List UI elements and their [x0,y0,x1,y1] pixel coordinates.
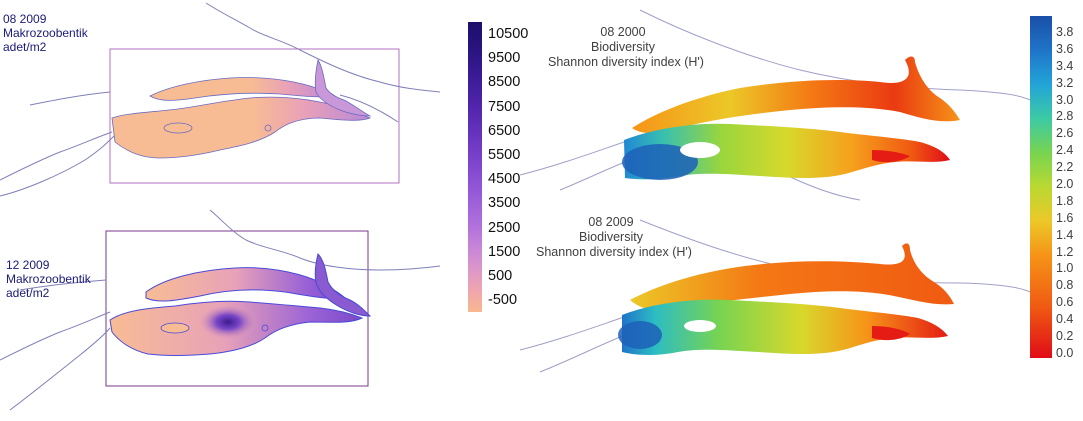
density-tick-label: 2500 [488,219,521,236]
diversity-tick-label: 1.8 [1056,193,1074,208]
diversity-tick-label: 3.0 [1056,92,1074,107]
density-tick-label: 7500 [488,98,521,115]
density-scale-bar [468,22,482,312]
density-scale-labels: 10500 9500 8500 7500 6500 5500 4500 3500 2500 150… [488,25,528,315]
density-tick-label: 3500 [488,195,521,212]
coastline [0,131,113,181]
panel-unit: adet/m2 [3,40,47,54]
diversity-map-2000 [519,9,1031,201]
density-tick-label: 9500 [488,50,521,67]
panel-date: 08 2000 [600,25,646,39]
panel-subject: Makrozoobentik [3,26,88,40]
panel-date: 08 2009 [588,215,634,229]
diversity-tick-label: 2.2 [1056,160,1074,175]
diversity-tick-label: 1.0 [1056,261,1074,276]
panel-title-2009: 08 2009 Biodiversity Shannon diversity i… [536,215,692,260]
diversity-tick-label: 3.6 [1056,41,1074,56]
panel-unit: adet/m2 [6,286,50,300]
panel-date: 08 2009 [3,12,47,26]
diversity-tick-label: 2.8 [1056,109,1074,124]
panel-label-aug-2009: 08 2009 Makrozoobentik adet/m2 [3,12,88,54]
density-tick-label: 10500 [488,26,529,42]
diversity-tick-label: 3.2 [1056,75,1074,90]
diversity-tick-label: 2.0 [1056,177,1074,192]
makrozoobentik-map-aug [0,2,441,197]
diversity-tick-label: 0.0 [1056,345,1074,360]
diversity-tick-label: 0.8 [1056,278,1074,293]
diversity-scale-labels: 3.8 3.6 3.4 3.2 3.0 2.8 2.6 2.4 2.2 2.0 1.8 1.6 1.4 1… [1056,26,1073,364]
panel-subject: Biodiversity [591,40,655,54]
diversity-tick-label: 2.6 [1056,126,1074,141]
panel-label-dec-2009: 12 2009 Makrozoobentik adet/m2 [6,258,91,300]
density-tick-label: 5500 [488,146,521,163]
panel-date: 12 2009 [6,258,50,272]
diversity-tick-label: 3.4 [1056,58,1074,73]
panel-title-2000: 08 2000 Biodiversity Shannon diversity i… [548,25,704,70]
diversity-tick-label: 1.6 [1056,210,1074,225]
map-frame [105,230,369,387]
diversity-tick-label: 1.2 [1056,244,1074,259]
density-tick-label: 4500 [488,171,521,188]
panel-subject: Makrozoobentik [6,272,91,286]
diversity-tick-label: 2.4 [1056,143,1074,158]
diversity-tick-label: 3.8 [1056,25,1074,39]
diversity-tick-label: 0.2 [1056,329,1074,344]
diversity-tick-label: 0.4 [1056,312,1074,327]
diversity-tick-label: 1.4 [1056,227,1074,242]
panel-index: Shannon diversity index (H') [548,55,704,69]
density-tick-label: 500 [488,267,513,284]
map-frame [109,48,400,184]
density-tick-label: 6500 [488,122,521,139]
diversity-tick-label: 0.6 [1056,295,1074,310]
makrozoobentik-map-dec [0,209,441,411]
diversity-scale-bar [1030,16,1052,358]
density-tick-label: -500 [488,292,518,309]
density-tick-label: 8500 [488,74,521,91]
coastline [205,2,441,93]
panel-subject: Biodiversity [579,230,643,244]
diversity-map-2009 [519,219,1031,373]
panel-index: Shannon diversity index (H') [536,245,692,259]
density-tick-label: 1500 [488,243,521,260]
